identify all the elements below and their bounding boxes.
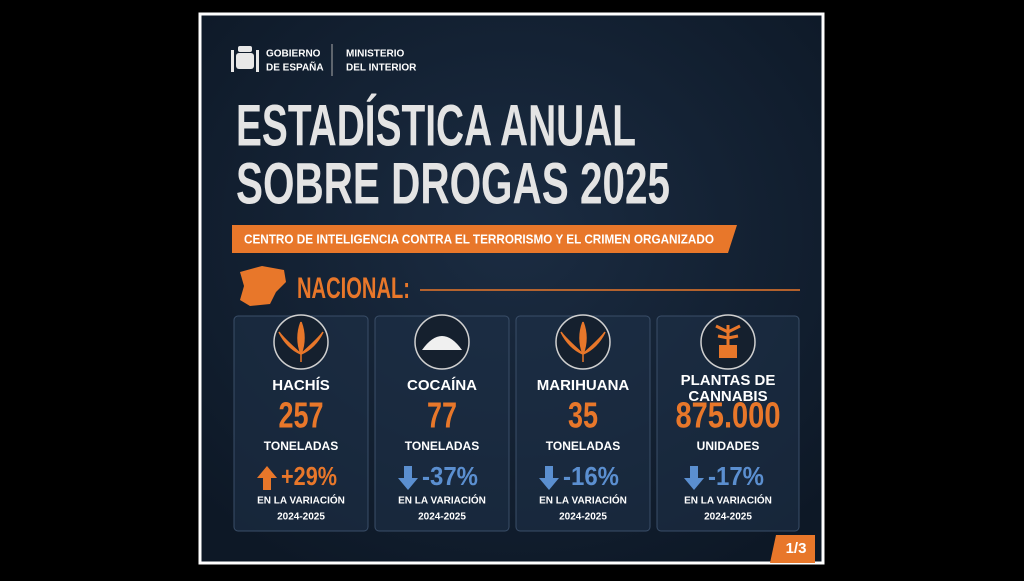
spain-map — [240, 266, 286, 306]
change: +29% — [281, 461, 337, 491]
note: EN LA VARIACIÓN — [684, 494, 772, 507]
leaf-icon — [560, 321, 606, 362]
page-number: 1/3 — [786, 540, 807, 557]
note: EN LA VARIACIÓN — [398, 494, 486, 507]
change: -37% — [422, 461, 478, 491]
arrow-down — [539, 466, 559, 490]
section-title: NACIONAL: — [297, 272, 410, 305]
unit: TONELADAS — [546, 439, 620, 453]
unit: TONELADAS — [264, 439, 338, 453]
note: 2024-2025 — [277, 512, 325, 523]
gov-line: GOBIERNO — [266, 49, 321, 60]
subtitle-banner — [232, 225, 737, 253]
leaf-icon — [278, 321, 324, 362]
ministry-line: MINISTERIO — [346, 49, 405, 60]
drug-name: COCAÍNA — [407, 377, 477, 394]
note: 2024-2025 — [704, 512, 752, 523]
subtitle: CENTRO DE INTELIGENCIA CONTRA EL TERRORI… — [244, 231, 714, 246]
note: 2024-2025 — [559, 512, 607, 523]
arrow-up — [257, 466, 277, 490]
unit: TONELADAS — [405, 439, 479, 453]
note: EN LA VARIACIÓN — [539, 494, 627, 507]
page-tab — [770, 535, 815, 563]
crest — [231, 46, 259, 72]
arrow-down — [398, 466, 418, 490]
change: -17% — [708, 461, 764, 491]
drug-name: HACHÍS — [272, 377, 330, 394]
amount: 77 — [427, 395, 457, 436]
note: 2024-2025 — [418, 512, 466, 523]
amount: 875.000 — [676, 395, 781, 436]
pot-icon — [719, 345, 737, 358]
powder-icon — [422, 336, 462, 350]
amount: 35 — [568, 395, 598, 436]
gov-line: DE ESPAÑA — [266, 61, 324, 74]
arrow-down — [684, 466, 704, 490]
amount: 257 — [279, 395, 324, 436]
drug-name: PLANTAS DE — [681, 372, 776, 389]
title-line: ESTADÍSTICA ANUAL — [236, 93, 636, 158]
change: -16% — [563, 461, 619, 491]
plant-icon — [715, 324, 741, 345]
note: EN LA VARIACIÓN — [257, 494, 345, 507]
title-line: SOBRE DROGAS 2025 — [236, 151, 670, 216]
drug-name: MARIHUANA — [537, 377, 630, 394]
unit: UNIDADES — [697, 439, 760, 453]
ministry-line: DEL INTERIOR — [346, 63, 417, 74]
drug-name: CANNABIS — [688, 388, 767, 405]
